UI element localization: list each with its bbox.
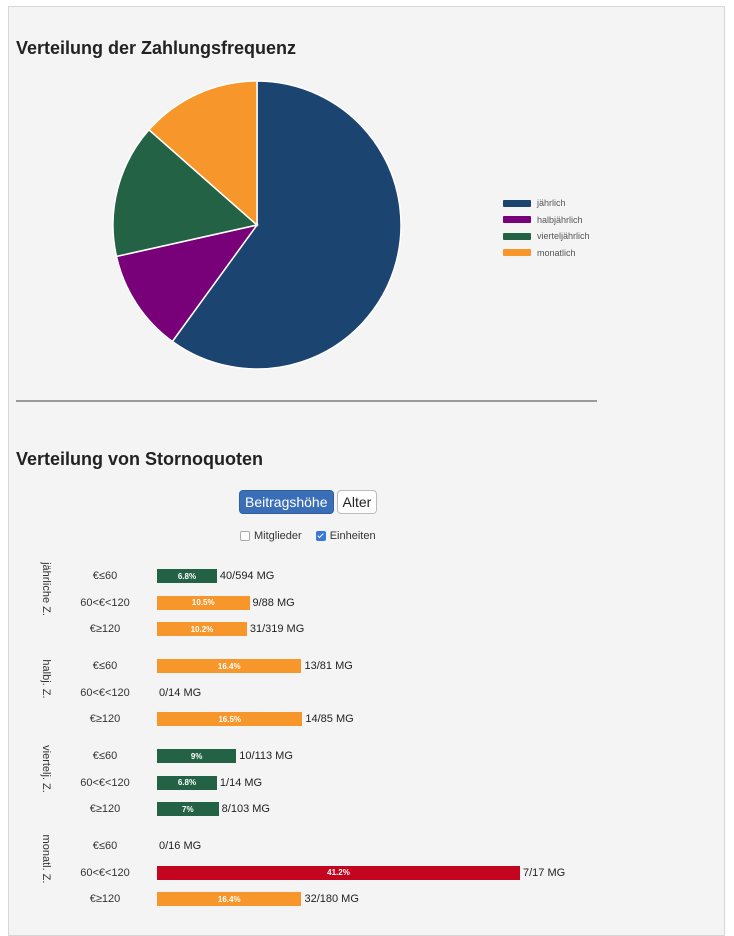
alter-button[interactable]: Alter bbox=[336, 490, 378, 514]
count-label: 40/594 MG bbox=[219, 570, 275, 582]
count-label: 32/180 MG bbox=[304, 893, 359, 905]
count-label: 10/113 MG bbox=[239, 750, 293, 762]
storno-bar[interactable]: 10.5% bbox=[157, 595, 250, 610]
category-label: €≥120 bbox=[89, 803, 121, 815]
pie-chart-title: Verteilung der Zahlungsfrequenz bbox=[16, 38, 297, 58]
count-label: 0/14 MG bbox=[159, 686, 202, 699]
pie-chart bbox=[112, 80, 402, 370]
section-divider bbox=[16, 400, 597, 402]
count-label: 31/319 MG bbox=[249, 623, 305, 635]
storno-bar[interactable]: 16.5% bbox=[157, 712, 303, 726]
grouping-toggle: Beitragshöhe Alter bbox=[239, 490, 378, 514]
category-label: €≥120 bbox=[89, 713, 121, 725]
pie-slice-2[interactable] bbox=[112, 128, 259, 258]
legend-label: vierteljährlich bbox=[537, 231, 590, 242]
category-label: 60<€<120 bbox=[80, 866, 130, 879]
legend-item-1[interactable]: halbjährlich bbox=[503, 212, 590, 229]
category-label: €≤60 bbox=[92, 840, 118, 852]
mitglieder-checkbox[interactable] bbox=[240, 531, 250, 541]
storno-bar[interactable]: 41.2% bbox=[157, 865, 520, 880]
group-label-3: monatl. Z. bbox=[40, 834, 52, 884]
category-label: €≥120 bbox=[89, 893, 121, 905]
mitglieder-label: Mitglieder bbox=[254, 530, 302, 542]
category-label: 60<€<120 bbox=[80, 596, 130, 609]
storno-bar[interactable]: 16.4% bbox=[157, 659, 302, 673]
count-label: 0/16 MG bbox=[159, 840, 202, 852]
category-label: 60<€<120 bbox=[80, 686, 130, 699]
count-label: 8/103 MG bbox=[221, 803, 270, 815]
legend-swatch bbox=[503, 232, 531, 240]
storno-bar[interactable]: 9% bbox=[157, 749, 237, 763]
count-label: 9/88 MG bbox=[252, 596, 295, 609]
unit-checkboxes: Mitglieder Einheiten bbox=[240, 530, 390, 542]
beitragshoehe-button[interactable]: Beitragshöhe bbox=[239, 490, 334, 514]
pie-slice-3[interactable] bbox=[147, 80, 258, 227]
category-label: €≤60 bbox=[92, 660, 118, 672]
legend-label: halbjährlich bbox=[537, 214, 583, 225]
category-label: 60<€<120 bbox=[80, 776, 130, 789]
category-label: €≤60 bbox=[92, 570, 118, 582]
group-label-1: halbj. Z. bbox=[40, 659, 52, 699]
pie-slice-1[interactable] bbox=[115, 223, 259, 343]
group-label-2: viertelj. Z. bbox=[40, 745, 52, 793]
category-label: €≤60 bbox=[92, 750, 118, 762]
storno-bar[interactable]: 16.4% bbox=[157, 892, 302, 906]
storno-bar[interactable]: 7% bbox=[157, 802, 219, 816]
storno-bar[interactable]: 6.8% bbox=[157, 775, 217, 790]
einheiten-checkbox[interactable] bbox=[315, 531, 326, 541]
group-label-0: jährliche Z. bbox=[40, 562, 52, 616]
count-label: 7/17 MG bbox=[523, 866, 566, 879]
count-label: 13/81 MG bbox=[304, 660, 353, 672]
legend-item-3[interactable]: monatlich bbox=[503, 245, 590, 262]
legend-swatch bbox=[503, 216, 531, 224]
category-label: €≥120 bbox=[89, 623, 121, 635]
pie-legend: jährlich halbjährlich vierteljährlich monat… bbox=[503, 195, 590, 261]
einheiten-label: Einheiten bbox=[329, 530, 376, 542]
legend-swatch bbox=[503, 249, 531, 257]
count-label: 14/85 MG bbox=[305, 713, 354, 725]
legend-swatch bbox=[503, 199, 531, 207]
legend-item-2[interactable]: vierteljährlich bbox=[503, 228, 590, 245]
legend-label: jährlich bbox=[537, 198, 566, 209]
legend-item-0[interactable]: jährlich bbox=[503, 195, 590, 212]
storno-bar[interactable]: 10.2% bbox=[157, 622, 247, 636]
legend-label: monatlich bbox=[537, 247, 576, 258]
storno-chart-title: Verteilung von Stornoquoten bbox=[16, 449, 263, 469]
storno-bar[interactable]: 6.8% bbox=[157, 569, 217, 583]
pie-slice-0[interactable] bbox=[171, 80, 402, 370]
count-label: 1/14 MG bbox=[219, 776, 263, 789]
